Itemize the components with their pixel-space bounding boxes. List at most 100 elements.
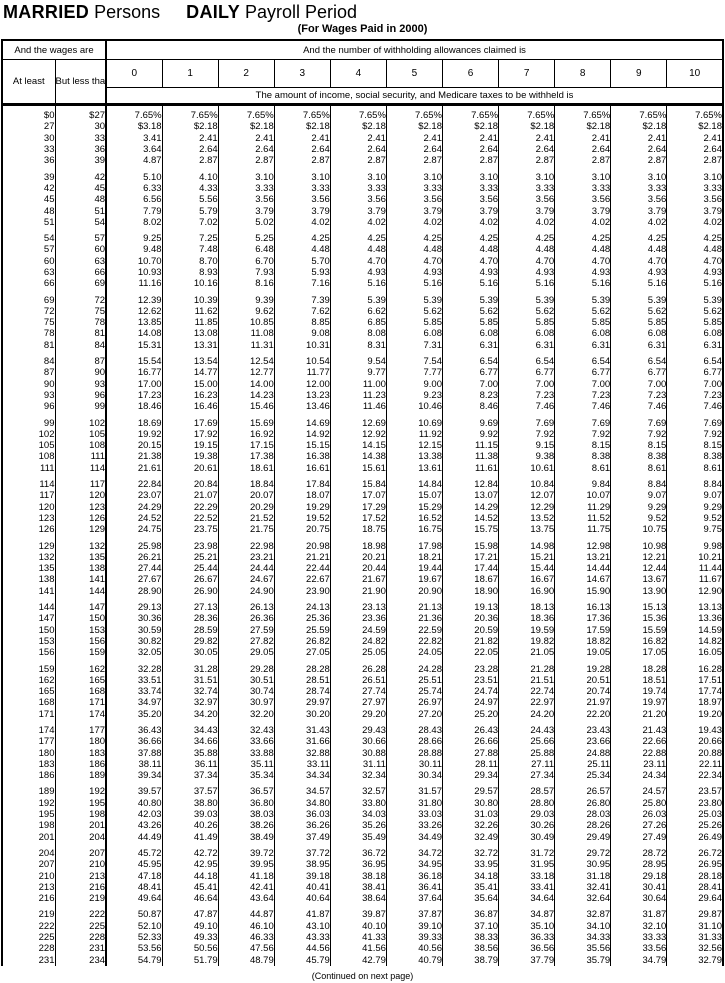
but-less-cell: 99: [54, 401, 107, 413]
tax-amount-cell: 25.34: [554, 770, 611, 782]
gap-cell: [498, 842, 555, 848]
tax-amount-cell: 31.72: [498, 847, 555, 860]
tax-amount-cell: 5.25: [217, 232, 275, 245]
gap-cell: [54, 781, 107, 787]
tax-amount-cell: 7.00: [666, 378, 723, 390]
tax-amount-cell: 26.67: [161, 574, 219, 586]
tax-amount-cell: 4.25: [498, 232, 555, 245]
tax-amount-cell: 10.70: [105, 255, 163, 267]
tax-amount-cell: 2.87: [610, 155, 667, 167]
tax-amount-cell: 40.10: [329, 920, 387, 932]
tax-amount-cell: 10.98: [610, 540, 667, 552]
gap-cell: [498, 166, 555, 172]
tax-amount-cell: 15.15: [273, 440, 331, 452]
table-row: 42 45 6.33 4.33 3.33 3.33 3.33 3.33 3.33 3.33 3.33…: [2, 182, 723, 195]
table-row: 210 213 47.18 44.18 41.18 39.18 38.18 36.18 34.1…: [2, 870, 723, 882]
tax-amount-cell: 31.18: [554, 870, 611, 882]
but-less-cell: 171: [54, 697, 107, 709]
table-header: And the wages are And the number of with…: [2, 40, 723, 106]
tax-amount-cell: 36.26: [273, 820, 331, 832]
tax-amount-cell: 5.62: [441, 305, 499, 318]
but-less-cell: 180: [54, 736, 107, 748]
tax-amount-cell: 5.39: [610, 294, 667, 306]
tax-amount-cell: 9.52: [666, 512, 723, 525]
tax-amount-cell: 32.64: [554, 893, 611, 905]
tax-amount-cell: 31.80: [385, 797, 443, 809]
block-gap-row: [2, 350, 723, 356]
table-row: 132 135 26.21 25.21 23.21 21.21 20.21 18.21 17.2…: [2, 551, 723, 563]
tax-amount-cell: 26.80: [554, 797, 611, 809]
tax-amount-cell: 3.33: [385, 182, 443, 195]
tax-amount-cell: 25.98: [105, 540, 163, 552]
tax-amount-cell: 23.57: [666, 786, 723, 798]
tax-amount-cell: 14.00: [217, 378, 275, 390]
allowance-col-header-10: 10: [666, 59, 723, 88]
tax-amount-cell: 35.11: [217, 758, 275, 771]
tax-amount-cell: 8.84: [666, 478, 723, 491]
but-less-cell: 135: [54, 551, 107, 563]
tax-amount-cell: 31.95: [498, 859, 555, 871]
tax-amount-cell: 36.56: [498, 943, 555, 955]
tax-amount-cell: 26.21: [105, 551, 163, 563]
at-least-cell: 93: [43, 389, 55, 401]
tax-amount-cell: 17.98: [385, 540, 443, 552]
tax-amount-cell: 21.36: [385, 613, 443, 625]
gap-cell: [441, 166, 499, 172]
tax-amount-cell: 33.51: [105, 674, 163, 686]
tax-amount-cell: 4.48: [610, 244, 667, 256]
but-less-cell: 144: [54, 585, 107, 597]
gap-cell: [610, 781, 667, 787]
tax-amount-cell: 3.33: [554, 182, 611, 195]
at-least-cell: 189: [38, 786, 55, 798]
tax-amount-cell: 22.67: [273, 574, 331, 586]
tax-amount-cell: 6.70: [217, 255, 275, 267]
gap-cell: [385, 412, 443, 418]
tax-amount-cell: 23.28: [441, 663, 499, 675]
tax-amount-cell: 37.79: [498, 954, 555, 966]
tax-amount-cell: 7.00: [610, 378, 667, 390]
tax-amount-cell: 23.21: [217, 551, 275, 563]
tax-amount-cell: 3.33: [217, 182, 275, 195]
at-least-cell: 222: [38, 920, 55, 932]
tax-amount-cell: 17.38: [217, 451, 275, 463]
tax-amount-cell: 4.48: [385, 244, 443, 256]
gap-cell: [498, 227, 555, 233]
tax-amount-cell: 17.92: [161, 428, 219, 441]
at-least-cell: 183: [38, 758, 55, 770]
gap-cell: [498, 350, 555, 356]
tax-amount-cell: 12.00: [273, 378, 331, 390]
tax-amount-cell: 19.05: [554, 647, 611, 659]
gap-cell: [329, 289, 387, 295]
gap-cell: [161, 350, 219, 356]
tax-amount-cell: 32.05: [105, 647, 163, 659]
at-least-cell: 51: [43, 216, 55, 228]
tax-amount-cell: 22.98: [217, 540, 275, 552]
gap-cell: [441, 473, 499, 479]
but-less-cell: 207: [54, 847, 107, 860]
tax-amount-cell: 5.16: [554, 278, 611, 290]
tax-amount-cell: 3.56: [329, 194, 387, 206]
table-row: 141 144 28.90 26.90 24.90 23.90 21.90 20.90 18.9…: [2, 585, 723, 597]
tax-amount-cell: 31.03: [441, 808, 499, 821]
tax-amount-cell: 28.36: [161, 613, 219, 625]
tax-amount-cell: 41.18: [217, 870, 275, 882]
at-least-cell: $0: [43, 110, 55, 122]
gap-cell: [273, 596, 331, 602]
tax-amount-cell: 11.23: [329, 389, 387, 402]
gap-cell: [161, 904, 219, 910]
tax-amount-cell: 19.15: [161, 440, 219, 452]
tax-amount-cell: 5.62: [385, 305, 443, 318]
tax-amount-cell: 25.74: [385, 685, 443, 698]
tax-amount-cell: 24.90: [217, 585, 275, 597]
gap-cell: [385, 842, 443, 848]
at-least-cell: 105: [38, 440, 55, 452]
tax-amount-cell: 6.54: [441, 355, 499, 368]
tax-amount-cell: 8.02: [105, 216, 163, 228]
at-least-cell: 228: [38, 943, 55, 955]
tax-amount-cell: 5.16: [441, 278, 499, 290]
tax-amount-cell: 5.16: [666, 278, 723, 290]
at-least-cell: 69: [43, 294, 55, 306]
tax-amount-cell: 24.28: [385, 663, 443, 675]
but-less-cell: 234: [54, 954, 107, 966]
at-least-cell: 42: [43, 182, 55, 194]
